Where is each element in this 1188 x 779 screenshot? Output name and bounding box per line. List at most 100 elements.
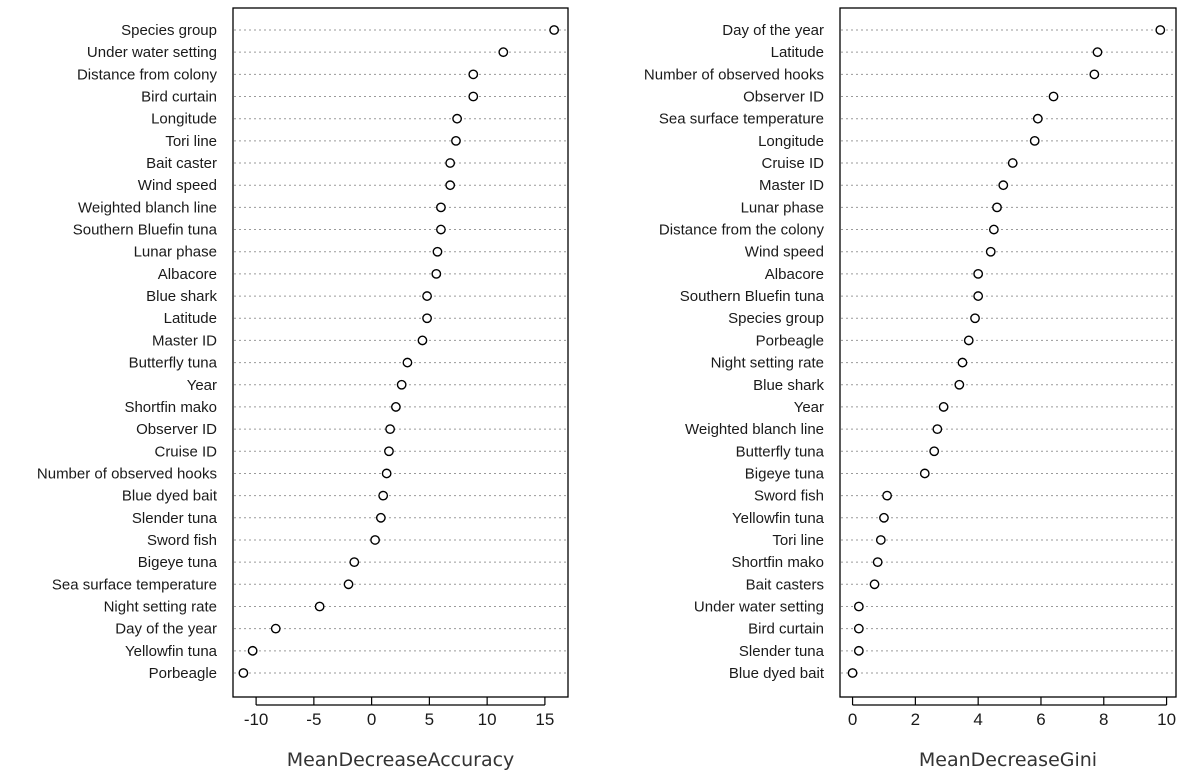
data-point xyxy=(378,490,389,501)
data-point xyxy=(402,357,413,368)
data-point xyxy=(938,402,949,412)
category-label: Shortfin mako xyxy=(124,399,217,416)
data-point xyxy=(390,402,401,412)
category-label: Wind speed xyxy=(745,244,824,261)
category-label: Wind speed xyxy=(138,177,217,194)
data-point xyxy=(314,601,325,612)
category-label: Shortfin mako xyxy=(731,554,824,571)
category-label: Slender tuna xyxy=(739,643,825,660)
category-label: Year xyxy=(794,399,824,416)
data-point xyxy=(929,446,940,457)
category-label: Bait caster xyxy=(146,155,217,172)
chart-panel-2: Day of the year Latitude Number of observe… xyxy=(644,7,1177,771)
category-label: Year xyxy=(187,377,217,394)
data-point xyxy=(988,224,999,235)
data-point xyxy=(853,645,864,656)
category-label: Day of the year xyxy=(115,621,217,638)
category-label: Sword fish xyxy=(754,488,824,505)
x-tick-label: 8 xyxy=(1099,710,1108,729)
data-point xyxy=(872,557,883,568)
data-point xyxy=(853,623,864,634)
category-label: Blue dyed bait xyxy=(729,665,825,682)
x-tick-label: -5 xyxy=(306,710,321,729)
data-point xyxy=(919,468,930,479)
category-label: Cruise ID xyxy=(154,443,217,460)
category-label: Day of the year xyxy=(722,22,824,39)
data-point xyxy=(381,468,392,479)
category-label: Sea surface temperature xyxy=(52,576,217,593)
category-label: Butterfly tuna xyxy=(129,355,218,372)
data-point xyxy=(417,335,428,346)
x-tick-label: 6 xyxy=(1036,710,1045,729)
data-point xyxy=(468,69,479,80)
data-point xyxy=(992,202,1002,213)
category-label: Distance from the colony xyxy=(659,222,825,239)
category-label: Bird curtain xyxy=(748,621,824,638)
plot-frame xyxy=(232,7,569,698)
category-label: Southern Bluefin tuna xyxy=(73,222,218,239)
data-point xyxy=(973,268,984,279)
category-label: Night setting rate xyxy=(711,355,824,372)
plot-frame xyxy=(839,7,1177,698)
category-label: Porbeagle xyxy=(149,665,217,682)
data-point xyxy=(1007,158,1018,168)
chart-panel-1: Species group Under water setting Distance… xyxy=(37,7,569,771)
category-label: Lunar phase xyxy=(741,199,824,216)
category-label: Species group xyxy=(121,22,217,39)
data-point xyxy=(452,113,463,124)
data-point xyxy=(238,668,249,678)
data-point xyxy=(1092,47,1103,58)
category-label: Number of observed hooks xyxy=(644,66,824,83)
data-point xyxy=(1048,91,1059,102)
category-label: Under water setting xyxy=(87,44,217,61)
x-axis-title: MeanDecreaseAccuracy xyxy=(287,749,515,771)
category-label: Latitude xyxy=(164,310,217,327)
data-point xyxy=(384,446,394,457)
category-label: Southern Bluefin tuna xyxy=(680,288,825,305)
data-point xyxy=(436,224,446,235)
category-label: Master ID xyxy=(152,332,217,349)
category-label: Blue shark xyxy=(753,377,824,394)
data-point xyxy=(385,424,396,435)
category-label: Bigeye tuna xyxy=(745,465,825,482)
data-point xyxy=(370,535,380,545)
data-point xyxy=(468,91,479,102)
category-label: Latitude xyxy=(771,44,824,61)
x-axis-title: MeanDecreaseGini xyxy=(919,749,1097,771)
category-label: Porbeagle xyxy=(756,332,824,349)
data-point xyxy=(431,268,442,279)
category-label: Yellowfin tuna xyxy=(125,643,218,660)
data-point xyxy=(882,490,893,501)
data-point xyxy=(349,557,360,568)
category-label: Butterfly tuna xyxy=(736,443,825,460)
category-label: Distance from colony xyxy=(77,66,218,83)
data-point xyxy=(1089,69,1100,80)
category-label: Longitude xyxy=(151,111,217,128)
x-tick-label: 0 xyxy=(367,710,376,729)
category-label: Albacore xyxy=(765,266,824,283)
data-point xyxy=(445,180,456,191)
category-label: Cruise ID xyxy=(761,155,824,172)
x-tick-label: -10 xyxy=(244,710,269,729)
data-point xyxy=(451,135,461,146)
data-point xyxy=(954,379,965,390)
category-label: Tori line xyxy=(772,532,824,549)
data-point xyxy=(422,291,432,301)
data-point xyxy=(1029,135,1040,146)
data-point xyxy=(998,180,1009,191)
category-label: Blue dyed bait xyxy=(122,488,218,505)
x-tick-label: 5 xyxy=(425,710,434,729)
data-point xyxy=(343,579,354,590)
x-tick-label: 2 xyxy=(911,710,920,729)
x-tick-label: 10 xyxy=(478,710,497,729)
category-label: Albacore xyxy=(158,266,217,283)
data-point xyxy=(549,25,560,35)
category-label: Lunar phase xyxy=(134,244,217,261)
data-point xyxy=(396,379,407,390)
category-label: Observer ID xyxy=(743,89,824,106)
category-label: Bird curtain xyxy=(141,89,217,106)
x-tick-label: 10 xyxy=(1157,710,1176,729)
data-point xyxy=(957,357,968,368)
category-label: Observer ID xyxy=(136,421,217,438)
